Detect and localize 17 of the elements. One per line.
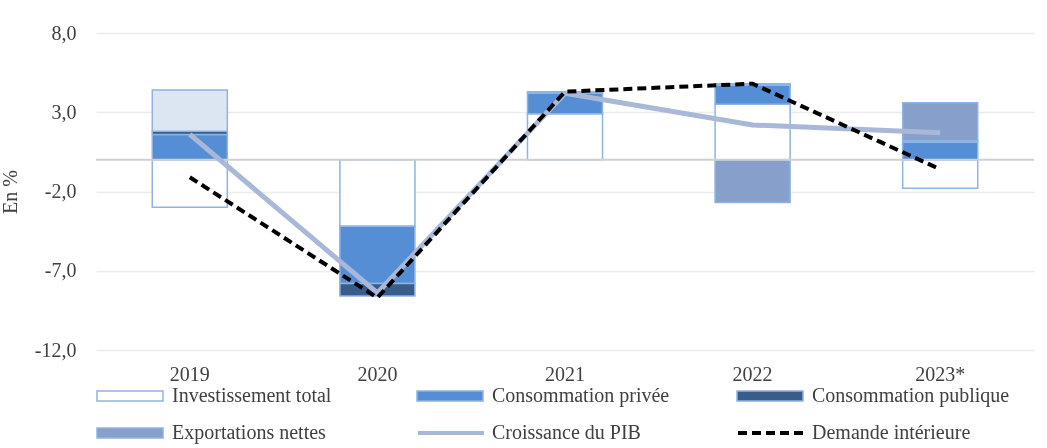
x-tick-label: 2020 (357, 362, 398, 385)
y-axis-title: En % (0, 170, 21, 214)
legend-label: Consommation publique (812, 384, 1010, 407)
x-tick-label: 2023* (915, 362, 966, 385)
legend-label: Consommation privée (492, 384, 670, 407)
y-tick-label: -2,0 (44, 180, 77, 202)
legend-label: Investissement total (172, 384, 332, 407)
y-tick-label: 3,0 (51, 100, 77, 123)
y-tick-label: 8,0 (51, 21, 77, 44)
x-tick-label: 2019 (169, 362, 210, 385)
x-tick-label: 2021 (545, 362, 585, 385)
y-tick-label: -12,0 (34, 338, 77, 361)
y-tick-label: -7,0 (44, 259, 77, 282)
x-tick-label: 2022 (732, 362, 773, 385)
legend-label: Croissance du PIB (492, 421, 641, 444)
legend-label: Exportations nettes (172, 421, 326, 444)
legend-label: Demande intérieure (812, 421, 971, 444)
